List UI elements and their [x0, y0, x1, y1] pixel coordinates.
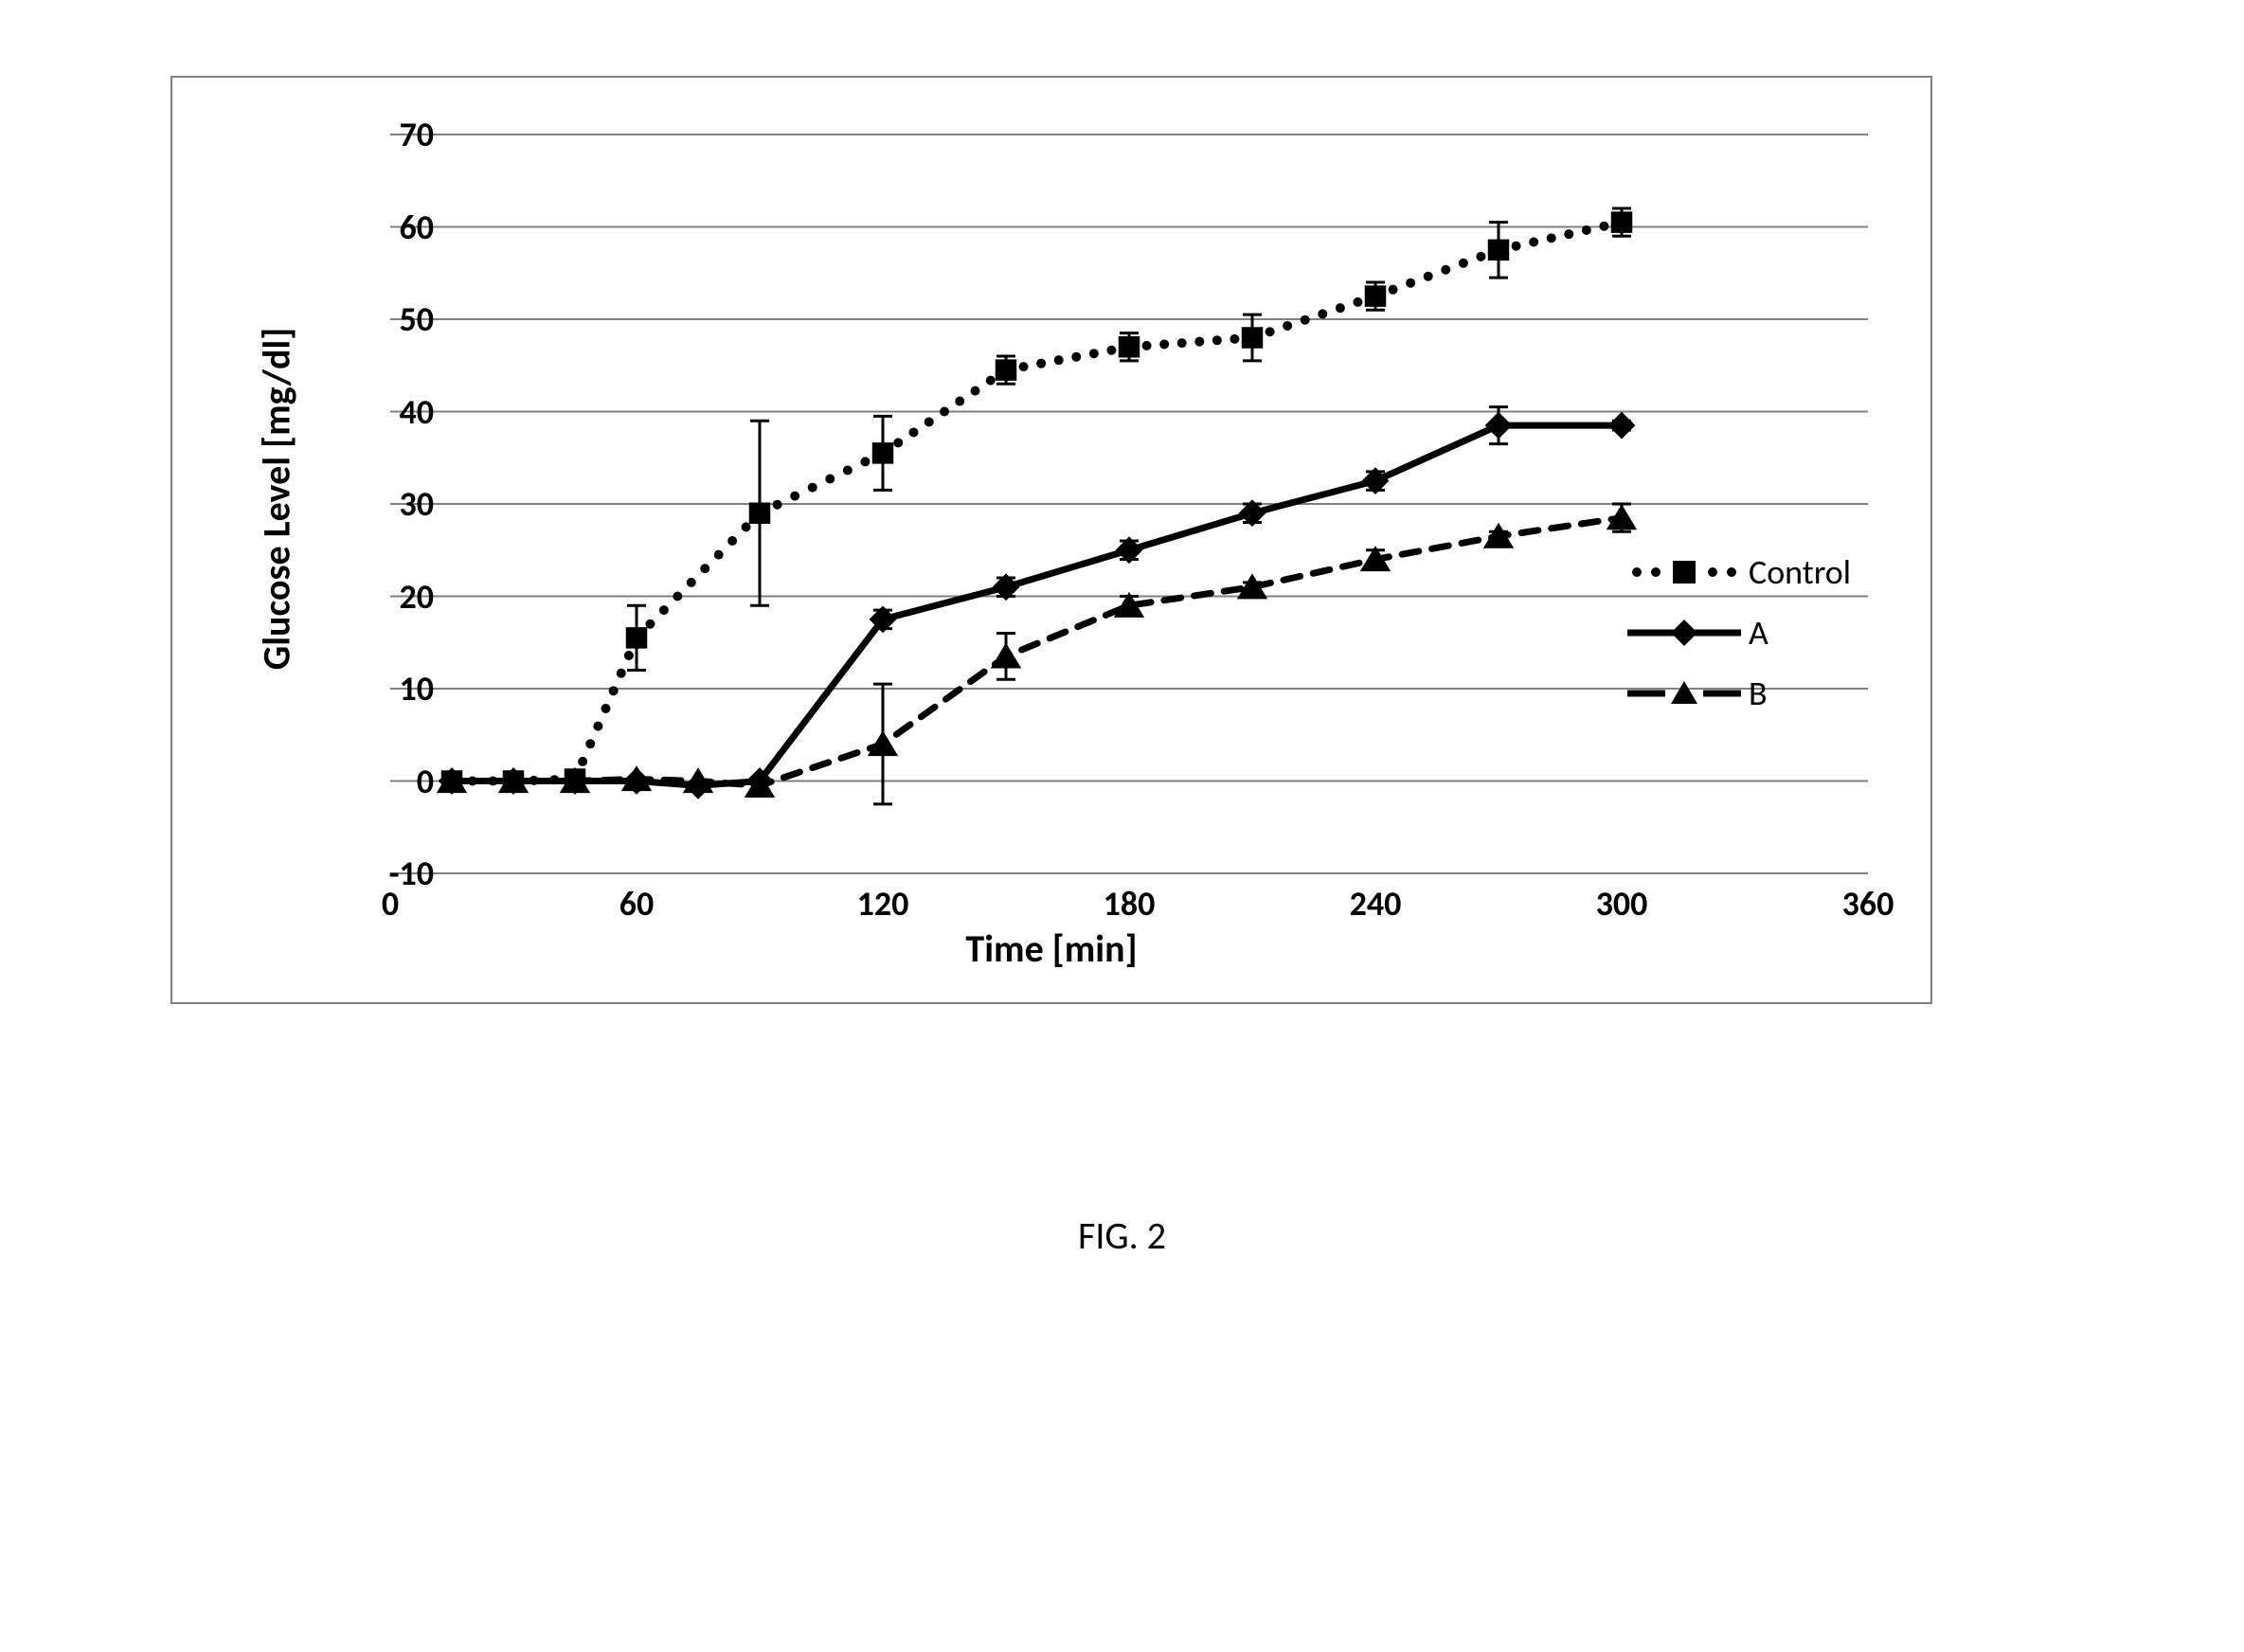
y-tick-label: 20	[339, 576, 434, 618]
legend-line-A	[1627, 614, 1741, 652]
legend-swatch-control	[1627, 553, 1741, 591]
legend-label-control: Control	[1749, 551, 1851, 593]
y-tick-label: 30	[339, 483, 434, 525]
x-axis-title: Time [min]	[172, 925, 1930, 972]
legend: Control A B	[1627, 551, 1893, 733]
x-tick-label: 240	[1337, 883, 1413, 925]
y-tick-label: 50	[339, 298, 434, 340]
legend-line-B	[1627, 674, 1741, 712]
chart-frame: Glucose Level [mg/dl] Time [min] Control	[171, 76, 1932, 1004]
y-tick-label: 10	[339, 668, 434, 709]
x-tick-label: 120	[845, 883, 921, 925]
legend-label-A: A	[1749, 612, 1768, 654]
legend-label-B: B	[1749, 673, 1768, 714]
y-tick-label: 70	[339, 114, 434, 155]
y-tick-label: 0	[339, 761, 434, 802]
x-tick-label: 300	[1584, 883, 1660, 925]
legend-swatch-B	[1627, 674, 1741, 712]
y-axis-title: Glucose Level [mg/dl]	[254, 262, 300, 736]
legend-swatch-A	[1627, 614, 1741, 652]
plot-svg	[390, 135, 1868, 873]
plot-area	[390, 135, 1868, 873]
figure-caption: FIG. 2	[0, 1212, 2244, 1259]
y-tick-label: 40	[339, 391, 434, 433]
legend-line-control	[1627, 553, 1741, 591]
x-tick-label: 60	[599, 883, 674, 925]
x-tick-label: 0	[352, 883, 428, 925]
legend-row-B: B	[1627, 673, 1893, 714]
y-tick-label: 60	[339, 206, 434, 248]
x-tick-label: 360	[1830, 883, 1906, 925]
legend-row-control: Control	[1627, 551, 1893, 593]
x-tick-label: 180	[1091, 883, 1167, 925]
page: Glucose Level [mg/dl] Time [min] Control	[0, 0, 2244, 1652]
legend-row-A: A	[1627, 612, 1893, 654]
